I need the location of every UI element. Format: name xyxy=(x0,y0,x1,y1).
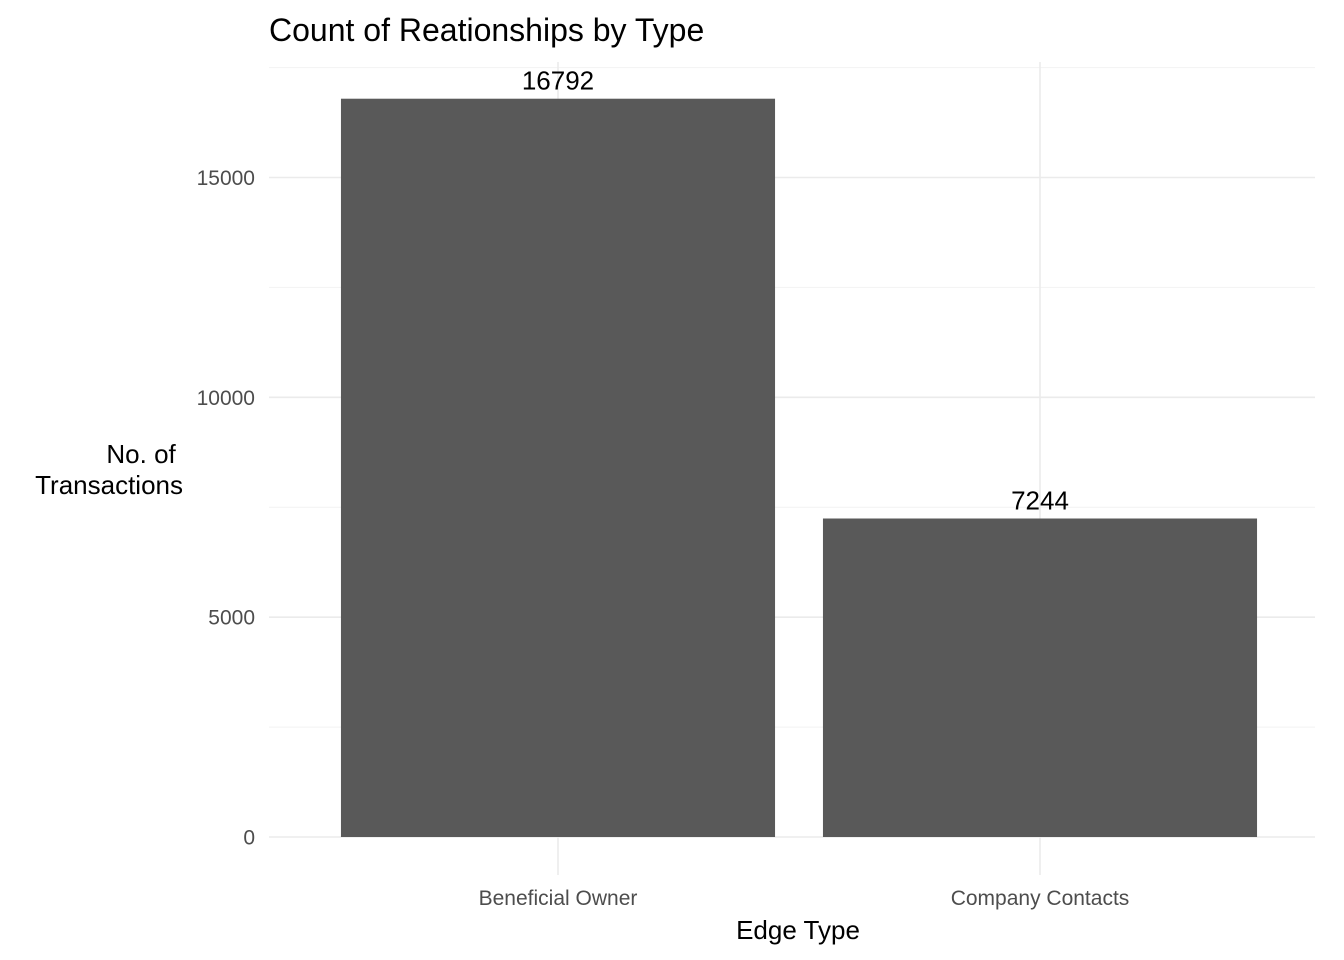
x-axis-ticks: Beneficial Owner Company Contacts xyxy=(479,887,1130,910)
y-axis-title-line-2: Transactions xyxy=(35,470,183,500)
data-label: 7244 xyxy=(1011,486,1069,516)
y-axis-title-line-1: No. of xyxy=(106,439,176,469)
chart-title: Count of Reationships by Type xyxy=(269,12,704,48)
y-axis-title: No. of Transactions xyxy=(35,439,183,500)
y-axis-ticks: 0 5000 10000 15000 xyxy=(197,167,255,850)
y-tick-label: 10000 xyxy=(197,387,255,410)
x-tick-label: Beneficial Owner xyxy=(479,887,638,910)
bars xyxy=(340,98,1258,837)
y-tick-label: 15000 xyxy=(197,167,255,190)
data-label: 16792 xyxy=(522,66,594,96)
y-tick-label: 0 xyxy=(243,827,255,850)
bar-company-contacts xyxy=(822,518,1258,837)
x-tick-label: Company Contacts xyxy=(951,887,1130,910)
bar-beneficial-owner xyxy=(340,98,776,837)
x-axis-title: Edge Type xyxy=(736,915,860,945)
y-tick-label: 5000 xyxy=(208,607,255,630)
data-labels: 16792 7244 xyxy=(522,66,1069,516)
